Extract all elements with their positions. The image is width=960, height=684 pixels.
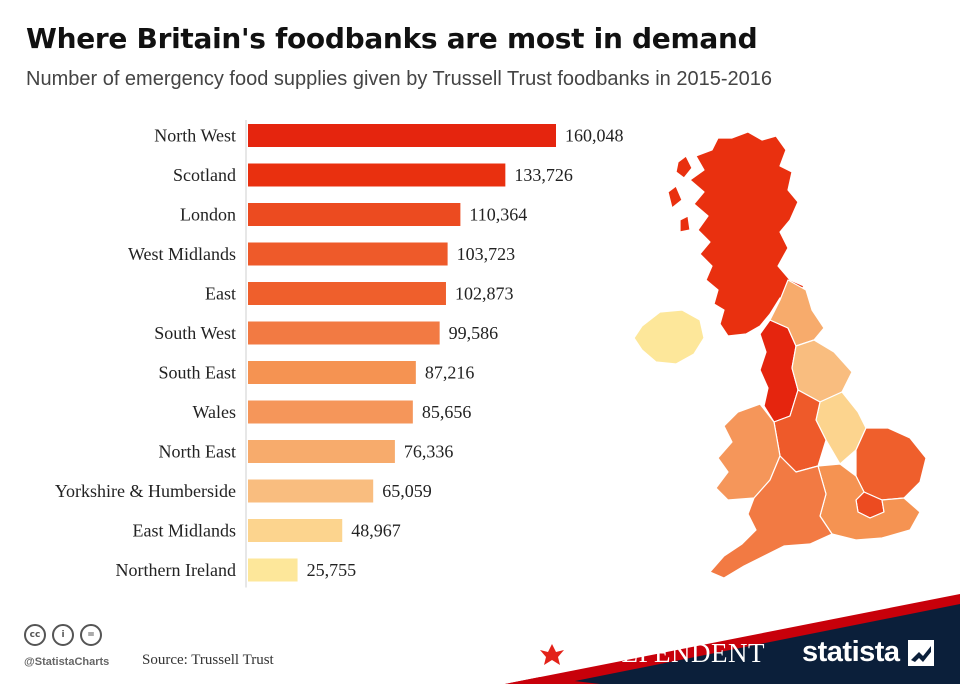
- category-label: North East: [159, 442, 236, 462]
- value-label: 103,723: [457, 244, 516, 264]
- bar-chart: North West 160,048 Scotland 133,726 London 11…: [55, 120, 624, 588]
- category-label: London: [180, 205, 236, 225]
- independent-logo: INDEPENDENT: [538, 638, 765, 669]
- category-label: Yorkshire & Humberside: [55, 481, 236, 501]
- category-label: West Midlands: [128, 244, 236, 264]
- map-region-northern-ireland: [633, 309, 705, 365]
- source-note: Source: Trussell Trust: [142, 652, 274, 668]
- chart-subtitle: Number of emergency food supplies given …: [26, 68, 772, 90]
- bar: [248, 242, 448, 266]
- statista-handle: @StatistaCharts: [24, 656, 110, 668]
- bar: [248, 321, 440, 345]
- bar: [248, 440, 395, 463]
- map-region-scotland: [689, 131, 805, 337]
- bar: [248, 558, 298, 582]
- brand-name: statista: [802, 636, 900, 668]
- map-region-east: [855, 427, 927, 501]
- bar: [248, 163, 506, 187]
- license-icons: cc i =: [24, 624, 102, 646]
- category-label: Scotland: [173, 165, 236, 185]
- value-label: 48,967: [351, 521, 401, 541]
- value-label: 110,364: [469, 205, 527, 225]
- value-label: 133,726: [514, 165, 573, 185]
- statista-logo: statista: [802, 636, 934, 669]
- category-label: Wales: [192, 402, 236, 422]
- bar: [248, 400, 413, 424]
- bar: [248, 479, 374, 503]
- statista-mark-icon: [907, 639, 934, 666]
- bar: [248, 124, 556, 147]
- value-label: 25,755: [307, 560, 357, 580]
- uk-region-map: [633, 131, 927, 579]
- map-region-wales: [715, 403, 781, 501]
- map-region-scottish-isles: [667, 155, 693, 233]
- category-label: South West: [154, 323, 236, 343]
- value-label: 85,656: [422, 402, 472, 422]
- value-label: 65,059: [382, 481, 432, 501]
- value-label: 102,873: [455, 284, 514, 304]
- category-label: Northern Ireland: [116, 560, 236, 580]
- value-label: 87,216: [425, 363, 475, 383]
- bar: [248, 519, 343, 542]
- bar: [248, 203, 461, 226]
- cc-icon: cc: [24, 624, 46, 646]
- category-label: North West: [154, 126, 236, 146]
- partner-name: INDEPENDENT: [572, 638, 765, 668]
- value-label: 99,586: [449, 323, 499, 343]
- chart-title: Where Britain's foodbanks are most in de…: [26, 22, 758, 55]
- eagle-icon: [540, 643, 564, 665]
- category-label: East Midlands: [133, 521, 237, 541]
- bar: [248, 361, 416, 384]
- value-label: 160,048: [565, 126, 624, 146]
- no-derivatives-icon: =: [80, 624, 102, 646]
- attribution-icon: i: [52, 624, 74, 646]
- category-label: East: [205, 284, 236, 304]
- category-label: South East: [158, 363, 236, 383]
- value-label: 76,336: [404, 442, 454, 462]
- bar: [248, 282, 446, 305]
- map-region-south-west: [709, 455, 833, 579]
